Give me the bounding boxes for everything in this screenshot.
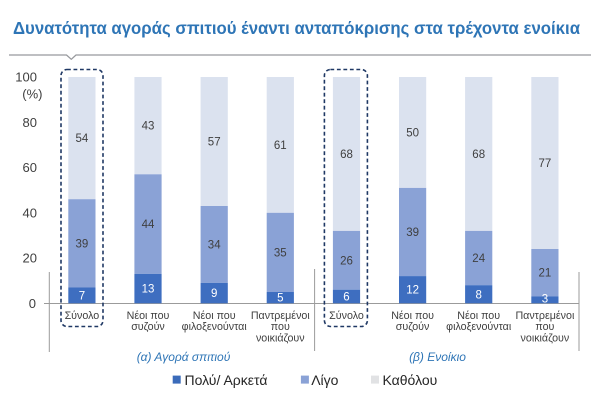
- svg-text:Παντρεμένοι: Παντρεμένοι: [251, 310, 311, 322]
- svg-text:43: 43: [142, 121, 155, 133]
- svg-text:συζούν: συζούν: [396, 321, 430, 333]
- svg-text:Νέοι που: Νέοι που: [391, 310, 434, 322]
- svg-text:φιλοξενούνται: φιλοξενούνται: [446, 321, 512, 333]
- svg-text:Πολύ/ Αρκετά: Πολύ/ Αρκετά: [185, 372, 268, 388]
- svg-text:8: 8: [475, 289, 481, 301]
- svg-text:24: 24: [472, 253, 485, 265]
- svg-text:35: 35: [274, 247, 287, 259]
- svg-text:34: 34: [208, 239, 221, 251]
- svg-text:57: 57: [208, 137, 221, 149]
- svg-text:44: 44: [142, 219, 155, 231]
- svg-text:50: 50: [406, 128, 419, 140]
- svg-text:6: 6: [343, 292, 349, 304]
- svg-text:54: 54: [76, 133, 89, 145]
- svg-text:20: 20: [23, 251, 37, 266]
- svg-text:Λίγο: Λίγο: [311, 372, 338, 388]
- svg-text:νοικιάζουν: νοικιάζουν: [521, 333, 570, 345]
- svg-text:68: 68: [340, 149, 353, 161]
- svg-text:12: 12: [406, 285, 419, 297]
- svg-text:100: 100: [15, 70, 37, 85]
- svg-text:Νέοι που: Νέοι που: [457, 310, 500, 322]
- svg-text:60: 60: [23, 160, 37, 175]
- svg-text:(α) Αγορά σπιτιού: (α) Αγορά σπιτιού: [137, 350, 231, 364]
- svg-text:φιλοξενούνται: φιλοξενούνται: [182, 321, 248, 333]
- svg-text:3: 3: [542, 294, 548, 306]
- svg-text:68: 68: [472, 149, 485, 161]
- svg-text:Παντρεμένοι: Παντρεμένοι: [515, 310, 575, 322]
- svg-text:21: 21: [539, 268, 552, 280]
- svg-text:13: 13: [142, 284, 155, 296]
- svg-text:0: 0: [29, 296, 36, 311]
- svg-text:39: 39: [76, 238, 89, 250]
- svg-text:Σύνολο: Σύνολο: [65, 310, 100, 322]
- svg-text:που: που: [271, 321, 290, 333]
- svg-text:(β) Ενοίκιο: (β) Ενοίκιο: [409, 350, 466, 364]
- svg-text:νοικιάζουν: νοικιάζουν: [256, 333, 305, 345]
- svg-text:Καθόλου: Καθόλου: [383, 372, 438, 388]
- svg-text:5: 5: [277, 293, 283, 305]
- svg-text:Νέοι που: Νέοι που: [193, 310, 236, 322]
- svg-text:77: 77: [539, 158, 552, 170]
- svg-text:9: 9: [211, 288, 217, 300]
- svg-text:(%): (%): [22, 87, 42, 102]
- svg-text:Σύνολο: Σύνολο: [329, 310, 364, 322]
- svg-text:39: 39: [406, 227, 419, 239]
- svg-text:Δυνατότητα αγοράς σπιτιού έναν: Δυνατότητα αγοράς σπιτιού έναντι ανταπόκ…: [13, 18, 580, 38]
- svg-text:61: 61: [274, 140, 287, 152]
- svg-text:που: που: [535, 321, 554, 333]
- svg-text:7: 7: [79, 290, 85, 302]
- svg-text:26: 26: [340, 255, 353, 267]
- svg-text:συζούν: συζούν: [131, 321, 165, 333]
- svg-text:80: 80: [23, 115, 37, 130]
- svg-text:40: 40: [23, 205, 37, 220]
- svg-text:Νέοι που: Νέοι που: [127, 310, 170, 322]
